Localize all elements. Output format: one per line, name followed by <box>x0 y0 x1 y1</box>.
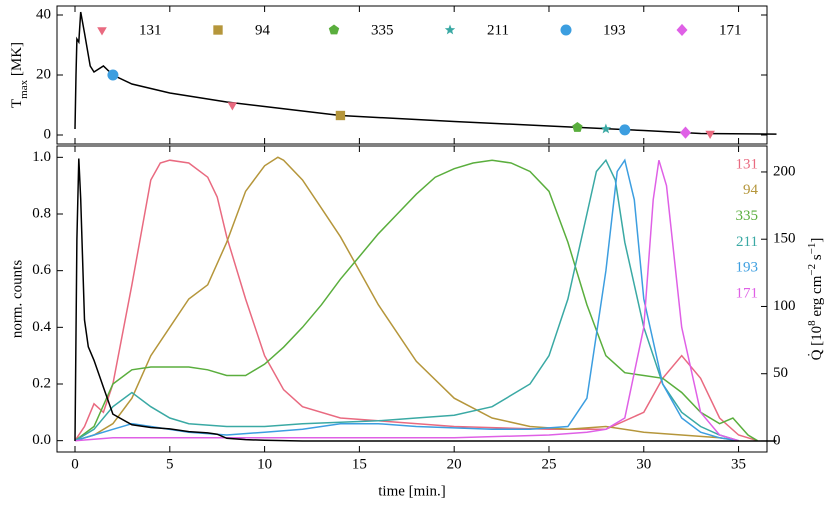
legend-label: 211 <box>736 234 758 250</box>
marker <box>680 126 691 139</box>
legend-label: 211 <box>487 22 509 38</box>
y-axis-label: Tmax [MK] <box>9 42 29 108</box>
line <box>74 159 758 442</box>
marker <box>227 102 238 111</box>
line <box>74 159 758 442</box>
y-tick-label: 0.8 <box>32 205 51 221</box>
y-tick-label: 0.2 <box>32 375 51 391</box>
y2-axis-label: Q̇ [108 erg cm−2 s−1] <box>806 238 826 361</box>
panel-frame <box>56 5 768 145</box>
legend-label: 171 <box>736 285 759 301</box>
y-axis-label-part: T <box>9 99 25 108</box>
line <box>74 158 739 442</box>
marker <box>619 124 631 136</box>
marker <box>572 122 583 132</box>
panel-frame <box>56 145 768 453</box>
marker <box>335 110 346 121</box>
line <box>74 159 739 442</box>
legend-label: 335 <box>736 208 759 224</box>
line <box>74 156 739 442</box>
legend-marker <box>213 25 223 35</box>
legend-label: 131 <box>139 22 162 38</box>
x-tick-label: 20 <box>447 456 462 472</box>
x-tick-label: 30 <box>636 456 651 472</box>
legend-label: 94 <box>743 182 759 198</box>
legend-label: 335 <box>371 22 394 38</box>
y2-tick-label: 0 <box>773 432 781 448</box>
y-tick-label: 0 <box>44 126 52 142</box>
x-tick-label: 35 <box>731 456 746 472</box>
line <box>74 158 739 442</box>
y-axis-label: norm. counts <box>9 260 25 338</box>
legend-marker <box>97 27 107 36</box>
y2-tick-label: 100 <box>773 298 796 314</box>
legend-label: 171 <box>719 22 742 38</box>
x-tick-label: 5 <box>166 456 174 472</box>
y-axis-label-part: max <box>18 79 30 98</box>
y2-tick-label: 200 <box>773 163 796 179</box>
marker <box>600 123 612 134</box>
y-axis-label-part: [MK] <box>9 42 25 80</box>
x-tick-label: 25 <box>541 456 556 472</box>
legend-marker <box>560 24 572 36</box>
y-tick-label: 1.0 <box>32 149 51 165</box>
y2-tick-label: 50 <box>773 365 788 381</box>
legend-label: 94 <box>255 22 271 38</box>
x-tick-label: 15 <box>352 456 367 472</box>
y2-axis-label-part: Q̇ <box>809 349 826 360</box>
y-tick-label: 0.4 <box>32 319 51 335</box>
legend-label: 131 <box>736 156 759 172</box>
y-tick-label: 40 <box>36 6 51 22</box>
y2-axis-label-part: 8 <box>806 320 818 326</box>
legend-marker <box>676 23 688 36</box>
x-tick-label: 0 <box>71 456 79 472</box>
x-tick-label: 10 <box>257 456 272 472</box>
y-tick-label: 0.6 <box>32 262 51 278</box>
y2-tick-label: 150 <box>773 231 796 247</box>
line <box>74 158 777 442</box>
x-axis-label: time [min.] <box>378 483 446 499</box>
marker <box>107 69 119 81</box>
y2-axis-label-part: −1 <box>806 243 818 255</box>
y2-axis-label-part: erg cm <box>809 275 825 320</box>
y2-axis-label-part: ] <box>809 238 825 243</box>
legend-marker <box>328 24 340 35</box>
y2-axis-label-part: s <box>809 254 825 264</box>
line <box>74 11 777 135</box>
y2-axis-label-part: −2 <box>806 264 818 276</box>
legend-label: 193 <box>603 22 626 38</box>
marker <box>705 130 715 139</box>
legend-label: 193 <box>736 260 759 276</box>
y-tick-label: 20 <box>36 66 51 82</box>
y-tick-label: 0.0 <box>32 432 51 448</box>
legend-marker <box>444 24 456 35</box>
y2-axis-label-part: [10 <box>809 326 825 350</box>
